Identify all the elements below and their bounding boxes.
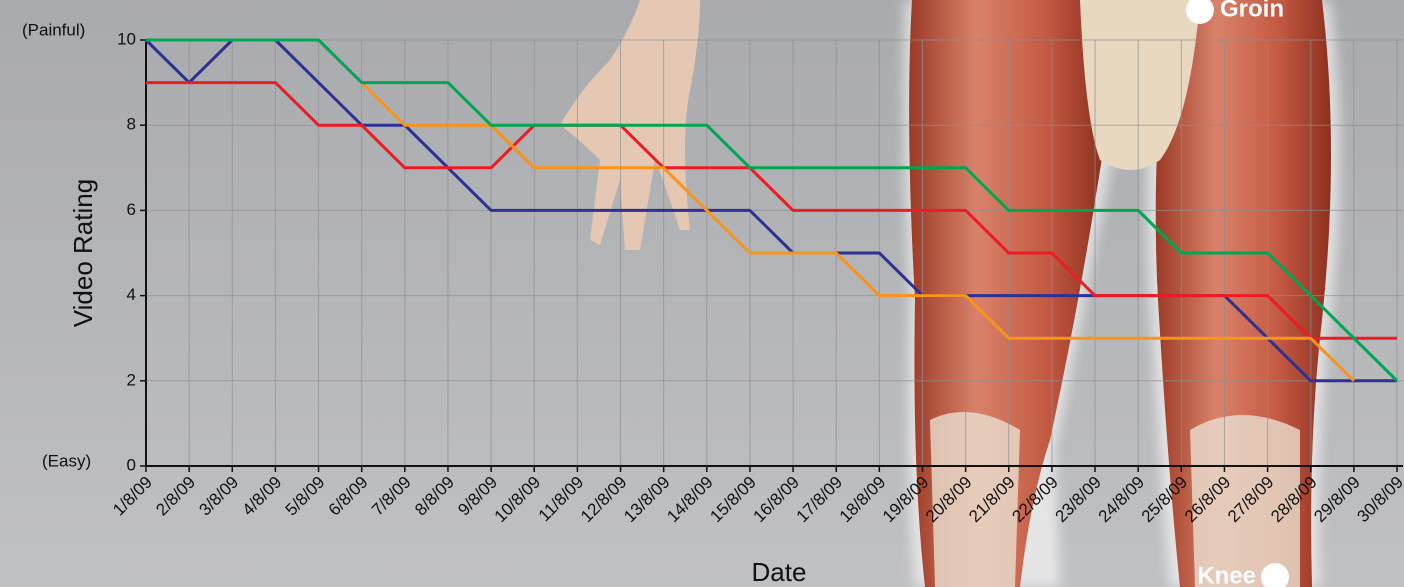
y-tick-label: 8 [127,115,136,134]
annotation: Groin [1220,0,1284,22]
y-axis-title: Video Rating [68,179,98,327]
y-low-label: (Easy) [42,451,91,470]
y-tick-label: 4 [127,285,136,304]
y-high-label: (Painful) [22,20,85,39]
page: {"chart_data": { "type": "line", "xlabel… [0,0,1404,587]
y-tick-label: 10 [117,29,136,48]
y-tick-label: 2 [127,370,136,389]
x-axis-title: Date [752,557,807,587]
y-tick-label: 0 [127,455,136,474]
annotation: Knee [1197,562,1256,587]
y-tick-label: 6 [127,200,136,219]
chart: Groin Knee 02468101/8/092/8/093/8/094/8/… [0,0,1404,587]
